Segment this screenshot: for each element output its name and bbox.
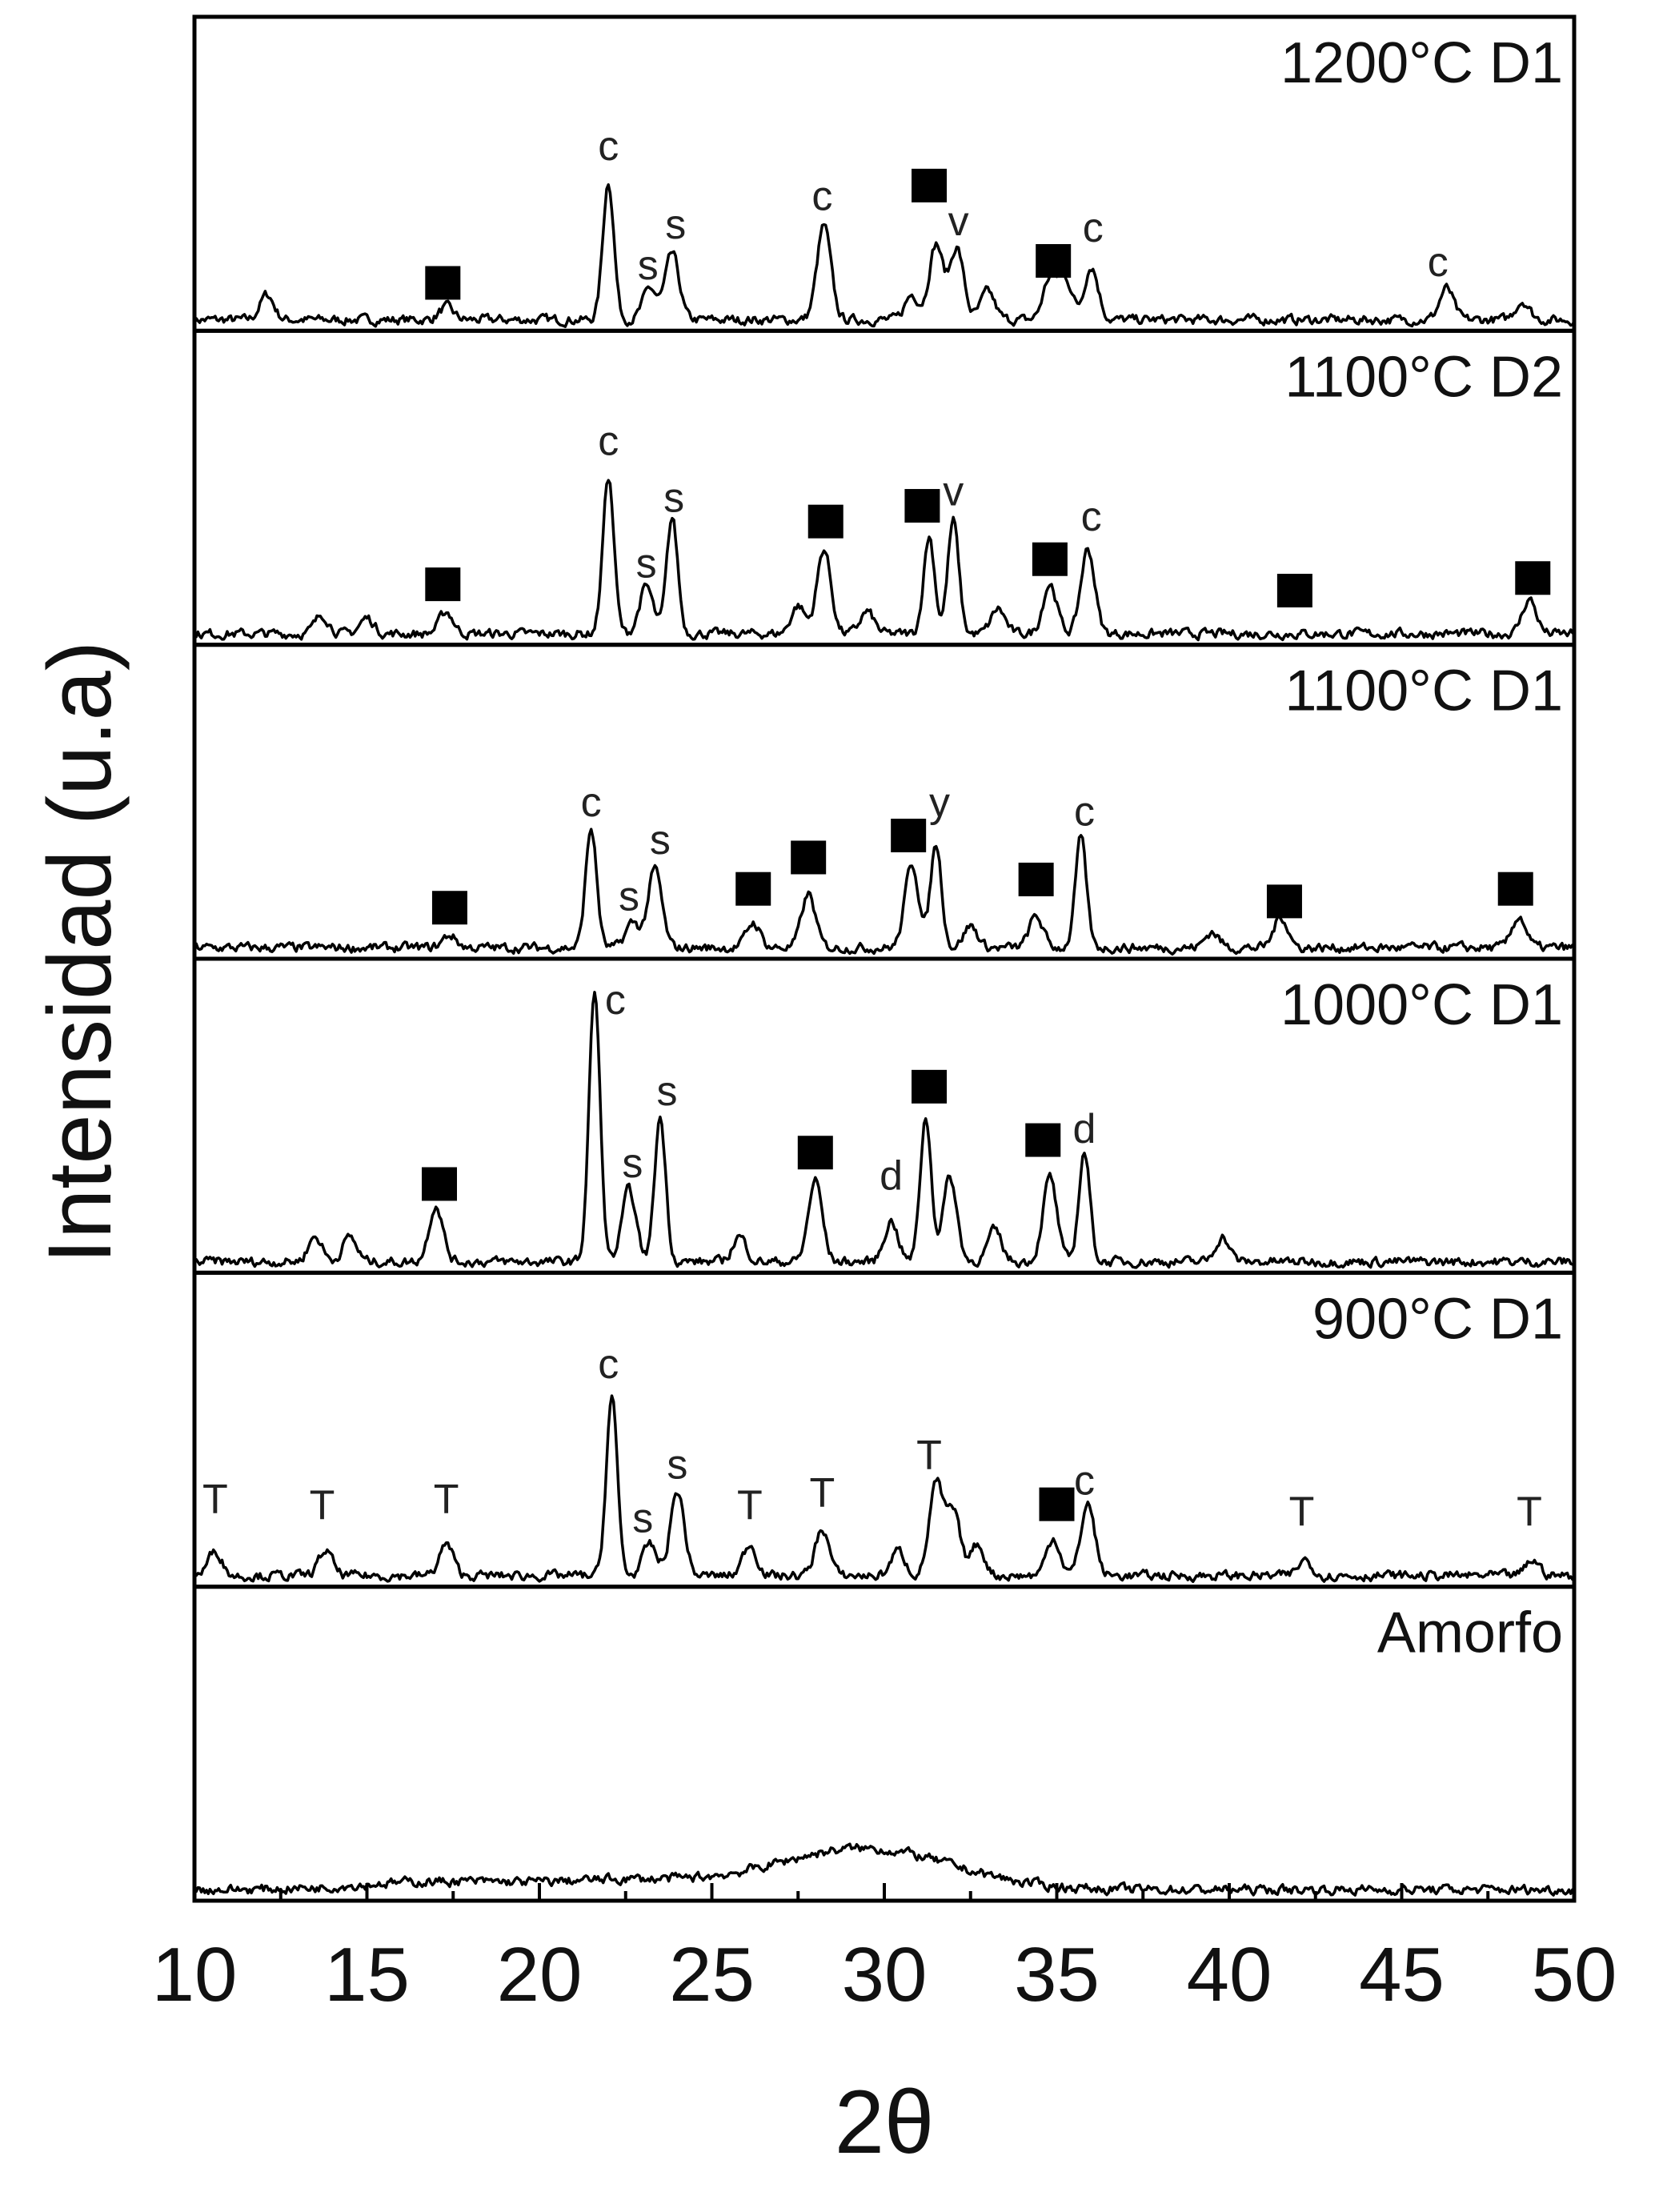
peak-annotation: s <box>665 202 686 248</box>
x-tick-label: 35 <box>1014 1932 1100 2018</box>
peak-annotation: T <box>737 1483 763 1529</box>
panel-label: Amorfo <box>1377 1601 1563 1665</box>
phase-marker-square <box>807 504 844 539</box>
phase-marker-square <box>797 1136 833 1170</box>
peak-annotation: s <box>650 817 671 864</box>
trace-2 <box>194 827 1575 956</box>
peak-annotation: T <box>202 1477 228 1523</box>
peak-annotation: d <box>880 1153 903 1200</box>
x-axis-ticks: 10 15 20 25 30 35 40 45 50 <box>152 1883 1617 2018</box>
peak-annotation: T <box>916 1433 942 1479</box>
x-tick-label: 30 <box>842 1932 928 2018</box>
phase-marker-square <box>912 168 948 202</box>
phase-marker-square <box>1039 1487 1075 1521</box>
x-tick-label: 40 <box>1187 1932 1272 2018</box>
phase-marker-square <box>1032 542 1068 576</box>
phase-marker-square <box>425 567 461 602</box>
peak-annotation: c <box>605 977 626 1024</box>
peak-annotation: y <box>929 779 950 826</box>
trace-0 <box>193 183 1576 328</box>
peak-annotation: c <box>598 419 619 465</box>
phase-marker-square <box>431 891 467 925</box>
x-tick-label: 50 <box>1532 1932 1617 2018</box>
peak-annotation: T <box>1517 1489 1542 1536</box>
peak-annotation: c <box>598 1341 619 1388</box>
peak-annotation: c <box>1083 205 1104 251</box>
x-tick-label: 25 <box>669 1932 755 2018</box>
peak-annotation: s <box>619 874 639 920</box>
phase-marker-square <box>422 1167 458 1201</box>
peak-annotation: c <box>581 779 602 826</box>
phase-marker-square <box>891 818 927 852</box>
phase-marker-square <box>791 840 827 875</box>
panel-label: 900°C D1 <box>1312 1287 1563 1351</box>
peak-annotation: T <box>434 1477 459 1523</box>
peak-annotation: s <box>622 1140 643 1187</box>
x-axis-label: 2θ <box>835 2072 935 2172</box>
phase-marker-square <box>1018 862 1054 896</box>
peak-annotation: v <box>943 468 964 515</box>
x-tick-label: 20 <box>497 1932 583 2018</box>
peak-annotation: T <box>1289 1489 1315 1536</box>
phase-marker-square <box>912 1069 948 1104</box>
panel-label: 1100°C D1 <box>1284 659 1563 723</box>
phase-marker-square <box>1276 573 1312 607</box>
peak-annotation: s <box>638 242 659 289</box>
panel-4: 900°C D1 T T Tc ss T T Tc T T <box>192 1270 1577 1589</box>
peak-annotation: c <box>1428 239 1449 286</box>
phase-marker-square <box>1266 884 1302 919</box>
peak-annotation: c <box>598 123 619 170</box>
peak-annotation: c <box>811 174 832 220</box>
peak-annotation: T <box>310 1483 335 1529</box>
trace-1 <box>193 479 1576 642</box>
y-axis-label: Intensidad (u.a) <box>30 641 130 1264</box>
panel-2: 1100°C D1 c ss y c <box>192 643 1577 961</box>
peak-annotation: c <box>1081 494 1102 540</box>
peak-annotation: s <box>636 541 657 587</box>
peak-annotation: s <box>656 1068 677 1115</box>
peak-annotation: s <box>632 1495 653 1541</box>
x-tick-label: 45 <box>1359 1932 1445 2018</box>
peak-annotation: T <box>810 1470 836 1517</box>
x-tick-label: 10 <box>152 1932 238 2018</box>
peak-annotation: d <box>1073 1106 1096 1152</box>
phase-marker-square <box>425 266 461 300</box>
peak-annotation: c <box>1074 789 1095 836</box>
phase-marker-square <box>1036 244 1072 279</box>
panel-label: 1100°C D2 <box>1284 345 1563 409</box>
trace-5 <box>193 1842 1575 1897</box>
panel-label: 1200°C D1 <box>1280 31 1563 95</box>
peak-annotation: c <box>1074 1457 1095 1504</box>
peak-annotation: s <box>667 1442 687 1489</box>
trace-4 <box>194 1394 1575 1584</box>
phase-marker-square <box>1515 561 1551 595</box>
phase-marker-square <box>735 872 771 906</box>
phase-marker-square <box>1497 872 1533 906</box>
panel-label: 1000°C D1 <box>1280 973 1563 1037</box>
peak-annotation: s <box>663 475 684 521</box>
phase-marker-square <box>1025 1123 1061 1157</box>
panel-5: Amorfo <box>192 1585 1577 1903</box>
phase-marker-square <box>904 489 940 523</box>
x-tick-label: 15 <box>324 1932 410 2018</box>
trace-3 <box>193 991 1575 1269</box>
peak-annotation: v <box>948 198 969 245</box>
